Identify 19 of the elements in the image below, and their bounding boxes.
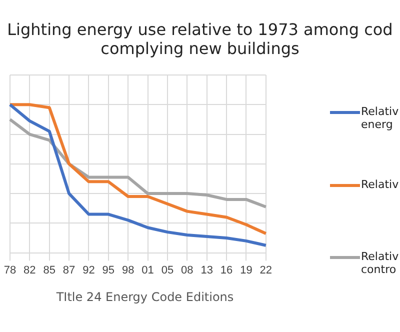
legend-label: Relativ energ — [361, 105, 399, 131]
x-tick-label: 16 — [220, 264, 233, 276]
x-tick-label: 13 — [200, 264, 213, 276]
x-tick-label: 85 — [43, 264, 56, 276]
chart-title: Lighting energy use relative to 1973 among cod complying new buildings — [6, 20, 394, 58]
x-tick-label: 08 — [181, 264, 194, 276]
x-tick-label: 19 — [240, 264, 252, 276]
x-tick-label: 82 — [24, 264, 36, 276]
x-tick-label: 78 — [4, 264, 16, 276]
legend-label: Relativ — [361, 178, 399, 191]
x-tick-label: 95 — [102, 264, 115, 276]
x-tick-label: 92 — [82, 264, 95, 276]
x-tick-label: 87 — [62, 264, 76, 276]
x-tick-label: 98 — [122, 264, 134, 276]
x-tick-label: 01 — [142, 264, 154, 276]
x-axis-title: TItle 24 Energy Code Editions — [55, 290, 235, 304]
x-tick-label: 05 — [161, 264, 174, 276]
legend-label: Relativ contro — [361, 250, 399, 276]
x-tick-label: 22 — [260, 264, 272, 276]
